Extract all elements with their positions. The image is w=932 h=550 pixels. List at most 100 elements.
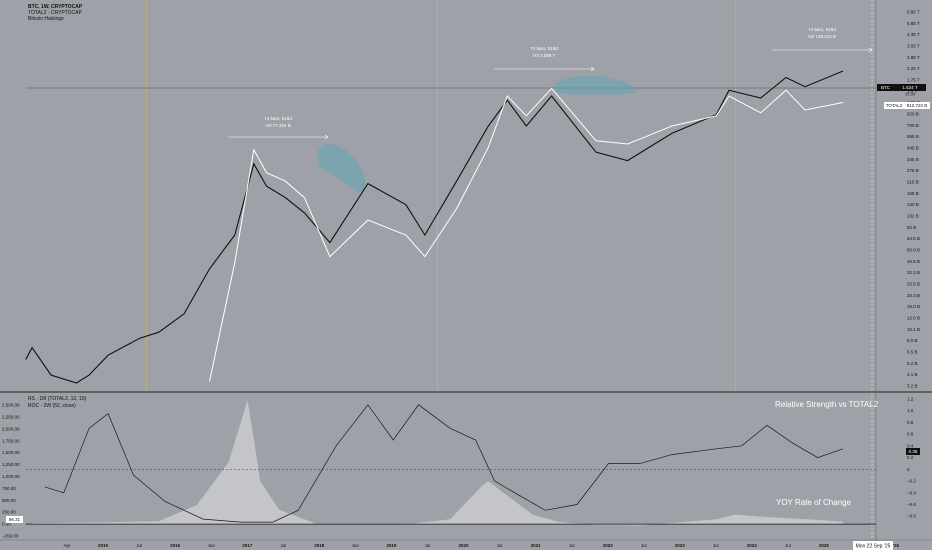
date-badge-text: Mon 22 Sep '25 <box>856 544 891 550</box>
total2-badge-value-bg <box>904 102 930 109</box>
x-tick-label: Jul <box>569 543 575 548</box>
roc-area <box>32 400 844 526</box>
x-tick-label: Jun <box>352 543 360 548</box>
measure-arrowhead-3 <box>868 47 873 53</box>
x-tick-label: Jul <box>713 543 719 548</box>
main-y-tick-label: 40.6 B <box>907 259 920 264</box>
x-tick-label: Jul <box>136 543 142 548</box>
time-axis: Apr 2015 Jul 2016 Jun 2017 Jul 2018 Jun 2019 Jul 20… <box>63 543 899 548</box>
btc-badge-label-bg <box>877 84 894 91</box>
roc-y-tick-label: 250.00 <box>2 510 16 515</box>
roc-y-tick-label: 1,500.00 <box>2 450 20 455</box>
x-tick-label: 2018 <box>314 543 325 548</box>
rs-y-tick-label: 0.8 <box>907 420 914 425</box>
measure-arrowhead-2 <box>590 66 595 72</box>
roc-y-tick-label: 1,000.00 <box>2 474 20 479</box>
roc-y-tick-label: 2,250.00 <box>2 415 20 420</box>
main-y-tick-label: 3.2 B <box>907 384 918 389</box>
rs-line-series <box>26 404 876 523</box>
main-y-tick-label: 50.9 B <box>907 248 920 253</box>
x-tick-label: '26 <box>893 543 900 548</box>
main-y-tick-label: 3.55 T <box>907 44 920 49</box>
date-badge[interactable]: Mon 22 Sep '25 <box>853 541 893 550</box>
main-y-tick-label: 102 B <box>907 214 919 219</box>
main-y-tick-label: 920 B <box>907 112 919 117</box>
rs-badge-text: 0.36 <box>909 449 918 454</box>
x-tick-label: 2023 <box>675 543 686 548</box>
x-tick-label: Jul <box>280 543 286 548</box>
rs-y-axis: 1.2 1.0 0.8 0.6 0.4 0.2 0 −0.2 −0.4 −0.6 −0.8 <box>907 396 916 518</box>
roc-badge-bg <box>6 516 23 523</box>
roc-y-tick-label: 500.00 <box>2 498 16 503</box>
roc-badge-text: 96.31 <box>9 517 21 522</box>
x-tick-label: Apr <box>63 543 71 548</box>
total2-badge-label: TOTAL2 <box>886 103 903 108</box>
annotation-1: 74 bars, 518d Vol 77.324 B <box>264 116 292 128</box>
roc-legend-label: ROC · 3W (52, close) <box>28 403 76 409</box>
annotation-2-bars: 74 bars, 518d <box>530 46 558 51</box>
rs-y-tick-label: 0.2 <box>907 455 914 460</box>
roc-y-axis: 2,500.00 2,250.00 2,000.00 1,750.00 1,500.00… <box>2 403 20 539</box>
rs-y-tick-label: 0.6 <box>907 432 914 437</box>
total2-series-line <box>209 87 844 382</box>
x-tick-label: 2025 <box>819 543 830 548</box>
btc-badge-label: BTC <box>881 85 891 90</box>
main-y-tick-label: 12.6 B <box>907 316 920 321</box>
x-tick-label: Jul <box>641 543 647 548</box>
highlight-2017-top <box>318 144 366 193</box>
cycle-top-highlights <box>318 75 638 193</box>
roc-y-tick-label: 1,750.00 <box>2 438 20 443</box>
x-tick-label: Jul <box>785 543 791 548</box>
annotation-2: 74 bars, 518d Vol 3.089 T <box>530 46 558 58</box>
rs-title-label: Relative Strength vs TOTAL2 <box>775 400 879 409</box>
btc-badge-value: 1.524 T <box>902 85 917 90</box>
roc-y-tick-label: 750.00 <box>2 486 16 491</box>
roc-title-label: YOY Rate of Change <box>776 498 852 507</box>
annotation-1-vol: Vol 77.324 B <box>265 123 291 128</box>
roc-y-tick-label: 2,500.00 <box>2 403 20 408</box>
main-y-tick-label: 130 B <box>907 202 919 207</box>
main-y-tick-label: 275 B <box>907 168 919 173</box>
rs-badge-bg <box>906 448 920 455</box>
main-y-tick-label: 5.2 B <box>907 361 918 366</box>
annotation-1-bars: 74 bars, 518d <box>264 116 292 121</box>
annotation-3: 74 bars, 518d Vol 748.312 B <box>808 27 836 39</box>
main-y-tick-label: 32.3 B <box>907 270 920 275</box>
x-tick-label: Jul <box>497 543 503 548</box>
rs-y-tick-label: 1.0 <box>907 408 914 413</box>
rs-y-tick-label: 0 <box>907 467 910 472</box>
main-y-tick-label: 445 B <box>907 146 919 151</box>
x-tick-label: 2021 <box>531 543 542 548</box>
main-y-tick-label: 700 B <box>907 123 919 128</box>
main-y-tick-label: 82 B <box>907 225 916 230</box>
total2-price-badge: TOTAL2 912.722 B <box>884 102 930 109</box>
price-series <box>25 70 844 384</box>
main-y-tick-label: 5.85 T <box>907 21 920 26</box>
x-tick-label: Jun <box>208 543 216 548</box>
total2-legend-label: TOTAL2 · CRYPTOCAP <box>28 10 82 16</box>
annotation-3-vol: Vol 748.312 B <box>808 34 836 39</box>
x-tick-label: Jul <box>425 543 431 548</box>
total2-badge-value: 912.722 B <box>907 103 928 108</box>
main-y-tick-label: 20.3 B <box>907 293 920 298</box>
main-y-tick-label: 345 B <box>907 157 919 162</box>
x-tick-label: 2015 <box>98 543 109 548</box>
annotation-3-bars: 74 bars, 518d <box>808 27 836 32</box>
x-tick-label: 2017 <box>242 543 253 548</box>
main-y-tick-label: 215 B <box>907 180 919 185</box>
main-y-tick-label: 1.75 T <box>907 78 920 83</box>
main-y-tick-label: 555 B <box>907 134 919 139</box>
x-tick-label: 2020 <box>458 543 469 548</box>
x-tick-label: 2024 <box>747 543 758 548</box>
rs-value-badge: 0.36 <box>906 448 920 455</box>
rs-y-tick-label: −0.8 <box>907 514 916 519</box>
measure-annotations <box>228 47 873 140</box>
main-y-tick-label: 4.1 B <box>907 372 918 377</box>
main-y-tick-label: 165 B <box>907 191 919 196</box>
main-y-tick-label: 4.35 T <box>907 32 920 37</box>
main-y-tick-label: 16.0 B <box>907 304 920 309</box>
btc-price-badge: BTC 1.524 T 22.3h <box>877 84 926 97</box>
btc-badge-value-bg <box>894 84 926 91</box>
